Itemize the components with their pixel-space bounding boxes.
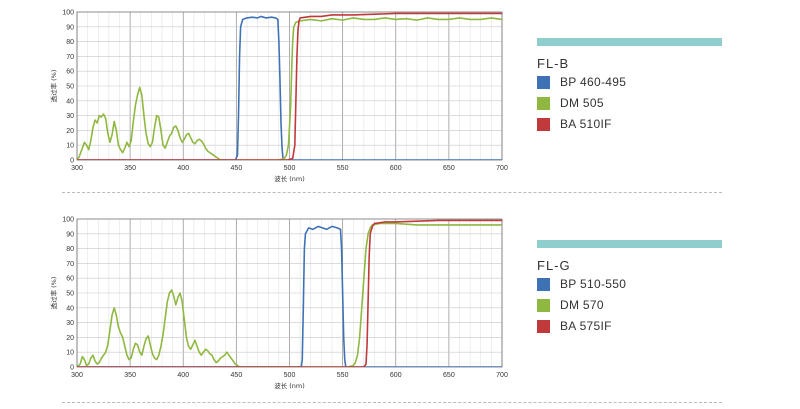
legend-swatch (537, 319, 550, 333)
legend-label: BP 460-495 (560, 75, 627, 89)
transmission-chart-fl-g: 0 10 20 30 40 50 60 70 80 90 100 300 350 400 450 500 550… (49, 217, 508, 391)
y-tick-label: 0 (70, 365, 74, 372)
y-tick-label: 40 (66, 305, 74, 312)
legend-header-bar (537, 38, 722, 46)
x-axis-label: 波长 (nm) (274, 381, 305, 390)
y-tick-label: 50 (66, 291, 74, 298)
y-tick-label: 70 (66, 54, 74, 61)
y-tick-label: 70 (66, 261, 74, 268)
series-line-2 (77, 17, 502, 160)
legend-fl-g: FL-G BP 510-550 DM 570 BA 575IF (537, 240, 727, 336)
y-axis-label: 透过率 (%) (49, 70, 58, 103)
legend-title: FL-G (537, 258, 571, 273)
y-tick-label: 20 (66, 335, 74, 342)
x-tick-label: 450 (231, 165, 243, 172)
legend-item: DM 570 (537, 295, 727, 315)
x-axis-label: 波长 (nm) (274, 174, 305, 183)
legend-header-bar (537, 240, 722, 248)
series-line-3 (77, 219, 502, 367)
y-tick-label: 60 (66, 276, 74, 283)
y-axis-label: 透过率 (%) (49, 277, 58, 310)
legend-item: BP 460-495 (537, 72, 727, 92)
x-tick-label: 700 (496, 165, 508, 172)
y-tick-label: 20 (66, 128, 74, 135)
filter-panel-fl-b: 0 10 20 30 40 50 60 70 80 90 100 300 350 400 450 500 550… (0, 0, 800, 196)
filter-panel-fl-g: 0 10 20 30 40 50 60 70 80 90 100 300 350 400 450 500 550… (0, 207, 800, 403)
y-tick-label: 80 (66, 246, 74, 253)
y-tick-label: 30 (66, 113, 74, 120)
legend-item: DM 505 (537, 93, 727, 113)
x-tick-label: 300 (71, 165, 83, 172)
y-tick-label: 10 (66, 143, 74, 150)
x-tick-label: 650 (443, 165, 455, 172)
legend-label: DM 570 (560, 298, 604, 312)
legend-title: FL-B (537, 56, 570, 71)
section-divider (62, 192, 722, 193)
legend-swatch (537, 117, 550, 131)
x-tick-label: 350 (124, 372, 136, 379)
y-tick-label: 10 (66, 350, 74, 357)
legend-item: BP 510-550 (537, 274, 727, 294)
y-tick-label: 100 (62, 217, 74, 224)
x-tick-label: 500 (284, 372, 296, 379)
legend-item: BA 575IF (537, 316, 727, 336)
series-line-1 (77, 15, 502, 160)
legend-swatch (537, 75, 550, 89)
y-tick-label: 90 (66, 231, 74, 238)
transmission-chart-fl-b: 0 10 20 30 40 50 60 70 80 90 100 300 350 400 450 500 550… (49, 10, 508, 184)
x-tick-label: 500 (284, 165, 296, 172)
legend-label: BP 510-550 (560, 277, 627, 291)
legend-swatch (537, 298, 550, 312)
legend-label: BA 510IF (560, 117, 612, 131)
legend-fl-b: FL-B BP 460-495 DM 505 BA 510IF (537, 38, 727, 134)
series-line-3 (77, 12, 502, 160)
legend-swatch (537, 277, 550, 291)
x-tick-label: 700 (496, 372, 508, 379)
x-tick-label: 550 (337, 372, 349, 379)
section-divider (62, 402, 722, 403)
x-tick-label: 350 (124, 165, 136, 172)
x-tick-label: 650 (443, 372, 455, 379)
legend-item: BA 510IF (537, 114, 727, 134)
x-tick-label: 600 (390, 372, 402, 379)
x-tick-label: 600 (390, 165, 402, 172)
y-tick-label: 0 (70, 158, 74, 165)
y-tick-label: 30 (66, 320, 74, 327)
x-tick-label: 400 (177, 372, 189, 379)
y-tick-label: 60 (66, 69, 74, 76)
y-tick-label: 90 (66, 24, 74, 31)
y-tick-label: 80 (66, 39, 74, 46)
legend-swatch (537, 96, 550, 110)
legend-label: BA 575IF (560, 319, 612, 333)
x-tick-label: 450 (231, 372, 243, 379)
x-tick-label: 550 (337, 165, 349, 172)
y-tick-label: 100 (62, 10, 74, 17)
x-tick-label: 400 (177, 165, 189, 172)
series-line-2 (77, 222, 502, 367)
y-tick-label: 50 (66, 84, 74, 91)
y-tick-label: 40 (66, 98, 74, 105)
legend-label: DM 505 (560, 96, 604, 110)
x-tick-label: 300 (71, 372, 83, 379)
series-line-1 (77, 225, 502, 367)
